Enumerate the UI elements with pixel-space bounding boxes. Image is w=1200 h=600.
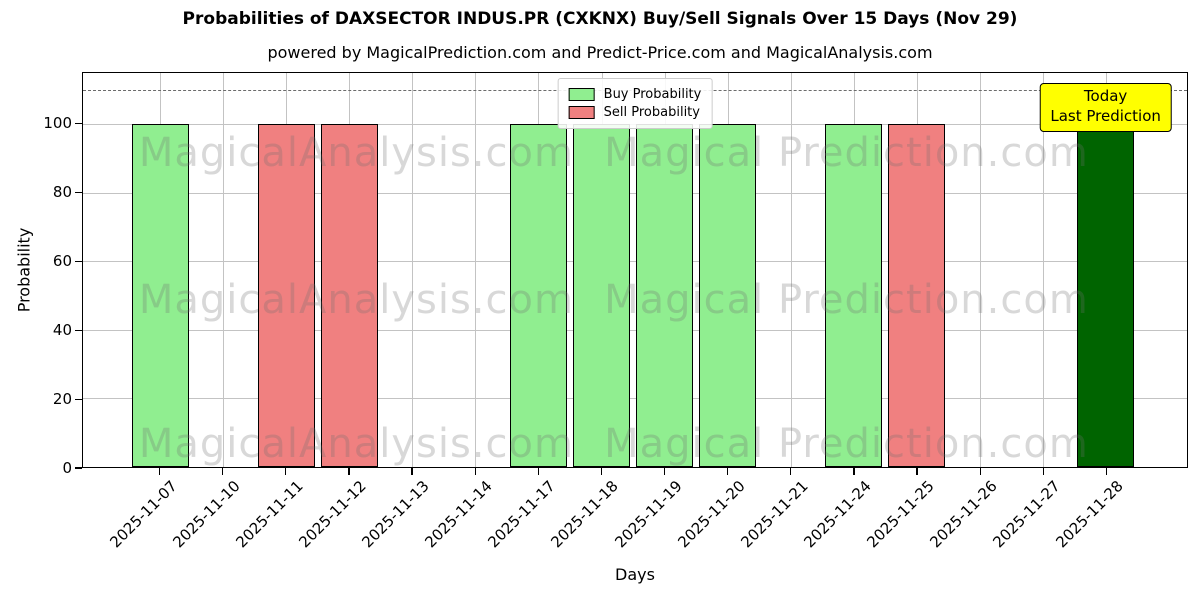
chart-title: Probabilities of DAXSECTOR INDUS.PR (CXK…: [182, 9, 1018, 29]
x-tick-mark: [348, 468, 350, 475]
legend-item-buy-probability: Buy Probability: [568, 87, 702, 102]
chart-subtitle: powered by MagicalPrediction.com and Pre…: [267, 43, 933, 62]
y-tick-mark: [75, 260, 82, 262]
x-tick-label-2025-11-26: 2025-11-26: [926, 477, 1001, 552]
bar-2025-11-18: [573, 124, 630, 467]
x-tick-label-2025-11-12: 2025-11-12: [295, 477, 370, 552]
x-tick-mark: [727, 468, 729, 475]
x-tick-label-2025-11-28: 2025-11-28: [1052, 477, 1128, 552]
x-tick-mark: [979, 468, 981, 475]
watermark-text: Magical Prediction.com: [604, 421, 1089, 468]
gridline-vertical: [979, 73, 981, 467]
x-tick-mark: [222, 468, 224, 475]
bars-layer: [83, 73, 1187, 467]
x-tick-label-2025-11-18: 2025-11-18: [547, 477, 623, 552]
y-tick-label-0: 0: [62, 458, 72, 477]
x-tick-label-2025-11-14: 2025-11-14: [421, 477, 496, 552]
y-tick-label-20: 20: [52, 389, 72, 408]
x-tick-label-2025-11-17: 2025-11-17: [484, 477, 560, 552]
x-axis-label: Days: [615, 565, 655, 584]
legend-swatch: [568, 88, 595, 101]
bar-2025-11-28: [1077, 124, 1135, 467]
gridline-vertical: [790, 73, 792, 467]
watermark-layer: MagicalAnalysis.com Magical Prediction.co…: [83, 73, 1187, 467]
watermark-text: Magical Prediction.com: [604, 129, 1089, 176]
x-tick-label-2025-11-24: 2025-11-24: [800, 477, 875, 552]
y-tick-label-80: 80: [52, 183, 72, 202]
y-tick-label-60: 60: [52, 251, 72, 270]
x-tick-label-2025-11-07: 2025-11-07: [105, 477, 181, 552]
x-tick-mark: [411, 468, 413, 475]
bar-2025-11-25: [888, 124, 946, 467]
y-tick-mark: [75, 123, 82, 125]
x-tick-label-2025-11-19: 2025-11-19: [610, 477, 686, 552]
x-tick-mark: [916, 468, 918, 475]
y-tick-label-40: 40: [52, 320, 72, 339]
x-tick-label-2025-11-10: 2025-11-10: [169, 477, 244, 552]
gridline-vertical: [223, 73, 225, 467]
bar-2025-11-11: [257, 124, 315, 467]
watermark-text: Magical Prediction.com: [604, 276, 1089, 323]
annotation-line-1: Today: [1083, 87, 1128, 105]
today-annotation: Today Last Prediction: [1039, 83, 1172, 132]
bar-2025-11-19: [636, 124, 693, 467]
annotation-line-2: Last Prediction: [1050, 107, 1161, 126]
gridline-vertical: [412, 73, 414, 467]
gridline-horizontal: [83, 261, 1187, 263]
x-tick-mark: [600, 468, 603, 475]
x-tick-mark: [158, 468, 161, 475]
gridline-horizontal: [83, 329, 1187, 331]
bar-2025-11-07: [131, 124, 189, 467]
y-tick-label-100: 100: [43, 114, 72, 133]
y-tick-mark: [75, 191, 82, 194]
x-tick-mark: [285, 468, 287, 475]
bar-2025-11-17: [510, 124, 567, 467]
x-tick-mark: [1105, 468, 1108, 475]
y-tick-mark: [75, 329, 82, 331]
watermark-text: MagicalAnalysis.com: [138, 421, 574, 468]
x-tick-mark: [663, 468, 666, 475]
x-tick-mark: [537, 468, 539, 475]
plot-area: MagicalAnalysis.com Magical Prediction.co…: [82, 72, 1188, 468]
bar-2025-11-12: [320, 124, 378, 467]
y-axis-label: Probability: [14, 227, 34, 313]
y-tick-mark: [75, 398, 82, 400]
bar-2025-11-20: [699, 124, 756, 467]
x-tick-label-2025-11-13: 2025-11-13: [358, 477, 433, 552]
x-tick-mark: [1042, 468, 1044, 475]
x-tick-label-2025-11-25: 2025-11-25: [863, 477, 938, 552]
x-tick-label-2025-11-27: 2025-11-27: [989, 477, 1065, 552]
legend-label: Sell Probability: [603, 105, 700, 120]
watermark-text: MagicalAnalysis.com: [138, 129, 574, 176]
legend: Buy Probability Sell Probability: [557, 78, 713, 129]
x-tick-label-2025-11-20: 2025-11-20: [674, 477, 749, 552]
bar-2025-11-24: [825, 124, 882, 467]
gridline-vertical: [475, 73, 477, 467]
x-tick-mark: [790, 468, 792, 475]
gridline-horizontal: [83, 398, 1187, 400]
x-tick-label-2025-11-11: 2025-11-11: [232, 477, 307, 552]
gridline-vertical: [1042, 73, 1044, 467]
watermark-text: MagicalAnalysis.com: [138, 276, 574, 323]
gridline-horizontal: [83, 192, 1187, 194]
legend-label: Buy Probability: [603, 87, 702, 102]
legend-item-sell-probability: Sell Probability: [568, 105, 702, 120]
x-tick-mark: [474, 468, 476, 475]
y-tick-mark: [75, 467, 82, 469]
x-tick-label-2025-11-21: 2025-11-21: [737, 477, 812, 552]
legend-swatch: [568, 106, 595, 119]
x-tick-mark: [853, 468, 855, 475]
